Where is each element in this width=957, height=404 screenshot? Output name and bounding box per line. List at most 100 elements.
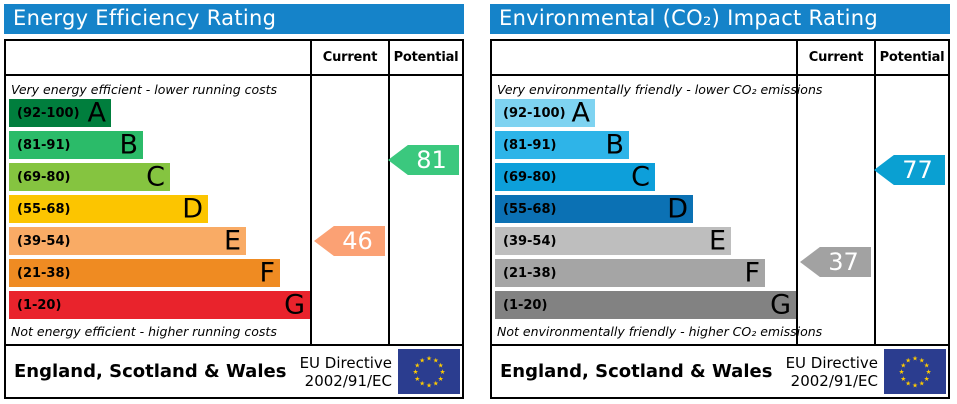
potential-rating-arrow: 77 (874, 155, 945, 185)
svg-text:★: ★ (924, 361, 930, 369)
svg-text:★: ★ (912, 382, 918, 390)
eu-flag-icon: ★ ★★ ★★★ ★★★ ★★★ (398, 349, 460, 394)
rating-band-b: (81-91) B (495, 131, 629, 159)
band-letter: A (87, 97, 106, 129)
rating-band-c: (69-80) C (9, 163, 170, 191)
current-rating-arrow: 37 (800, 247, 871, 277)
band-letter: D (667, 193, 688, 225)
top-note: Very energy efficient - lower running co… (11, 82, 278, 97)
current-column-header: Current (796, 41, 874, 76)
table-corner-cell (492, 41, 796, 76)
eu-flag-icon: ★ ★★ ★★★ ★★★ ★★★ (884, 349, 946, 394)
band-letter: D (182, 193, 203, 225)
svg-text:★: ★ (440, 368, 446, 376)
current-column: 46 (310, 76, 388, 344)
top-note: Very environmentally friendly - lower CO… (497, 82, 823, 97)
rating-band-a: (92-100) A (495, 99, 595, 127)
svg-text:★: ★ (924, 375, 930, 383)
band-range-label: (92-100) (17, 105, 80, 121)
bands-area: Very environmentally friendly - lower CO… (492, 76, 822, 344)
band-range-label: (21-38) (503, 265, 557, 281)
band-range-label: (39-54) (503, 233, 557, 249)
svg-text:★: ★ (438, 375, 444, 383)
energy-efficiency-panel: Energy Efficiency Rating Current Potenti… (4, 4, 464, 400)
environmental-impact-panel: Environmental (CO₂) Impact Rating Curren… (490, 4, 950, 400)
eu-directive-line2: 2002/91/EC (304, 371, 392, 390)
potential-rating-value: 77 (902, 156, 933, 184)
band-range-label: (55-68) (503, 201, 557, 217)
svg-text:★: ★ (433, 356, 439, 364)
svg-text:★: ★ (414, 375, 420, 383)
band-letter: F (259, 257, 275, 289)
potential-column-header: Potential (388, 41, 462, 76)
eu-directive-line1: EU Directive (785, 353, 878, 372)
band-range-label: (81-91) (17, 137, 71, 153)
band-range-label: (69-80) (503, 169, 557, 185)
band-letter: G (284, 289, 305, 321)
band-letter: B (119, 129, 138, 161)
current-rating-value: 37 (828, 248, 859, 276)
rating-table: Current Potential Very environmentally f… (490, 39, 950, 399)
band-range-label: (55-68) (17, 201, 71, 217)
svg-text:★: ★ (905, 356, 911, 364)
band-letter: E (708, 225, 726, 257)
rating-band-b: (81-91) B (9, 131, 143, 159)
rating-band-d: (55-68) D (9, 195, 208, 223)
svg-text:★: ★ (426, 355, 432, 363)
bottom-note: Not environmentally friendly - higher CO… (497, 324, 823, 339)
table-corner-cell (6, 41, 310, 76)
svg-text:★: ★ (419, 380, 425, 388)
band-range-label: (39-54) (17, 233, 71, 249)
svg-text:★: ★ (905, 380, 911, 388)
table-footer: England, Scotland & Wales EU Directive 2… (6, 344, 462, 397)
bands: (92-100) A (81-91) B (69-80) C (55-68) D (39-54)… (495, 99, 796, 323)
svg-text:★: ★ (433, 380, 439, 388)
svg-text:★: ★ (912, 355, 918, 363)
potential-column: 81 (388, 76, 462, 344)
rating-band-a: (92-100) A (9, 99, 111, 127)
band-letter: C (631, 161, 650, 193)
band-letter: E (223, 225, 241, 257)
rating-band-e: (39-54) E (495, 227, 731, 255)
bands-area: Very energy efficient - lower running co… (6, 76, 310, 344)
potential-rating-value: 81 (416, 146, 447, 174)
svg-text:★: ★ (438, 361, 444, 369)
rating-band-c: (69-80) C (495, 163, 655, 191)
bottom-note: Not energy efficient - higher running co… (11, 324, 277, 339)
svg-text:★: ★ (899, 368, 905, 376)
rating-band-g: (1-20) G (495, 291, 796, 319)
current-rating-arrow: 46 (314, 226, 385, 256)
svg-text:★: ★ (414, 361, 420, 369)
band-range-label: (81-91) (503, 137, 557, 153)
table-footer: England, Scotland & Wales EU Directive 2… (492, 344, 948, 397)
band-letter: F (744, 257, 760, 289)
svg-text:★: ★ (413, 368, 419, 376)
potential-rating-arrow: 81 (388, 145, 459, 175)
band-range-label: (1-20) (17, 297, 62, 313)
current-column: 37 (796, 76, 874, 344)
current-column-header: Current (310, 41, 388, 76)
band-letter: G (770, 289, 791, 321)
eu-directive-line1: EU Directive (299, 353, 392, 372)
band-letter: C (146, 161, 165, 193)
band-range-label: (21-38) (17, 265, 71, 281)
rating-band-g: (1-20) G (9, 291, 310, 319)
svg-text:★: ★ (919, 380, 925, 388)
band-range-label: (69-80) (17, 169, 71, 185)
rating-band-f: (21-38) F (9, 259, 280, 287)
svg-text:★: ★ (426, 382, 432, 390)
band-letter: B (605, 129, 624, 161)
region-label: England, Scotland & Wales (14, 361, 287, 382)
bands: (92-100) A (81-91) B (69-80) C (55-68) D (39-54)… (9, 99, 310, 323)
rating-band-f: (21-38) F (495, 259, 765, 287)
band-letter: A (571, 97, 590, 129)
potential-column-header: Potential (874, 41, 948, 76)
panel-title: Energy Efficiency Rating (4, 4, 464, 34)
svg-text:★: ★ (900, 361, 906, 369)
rating-band-e: (39-54) E (9, 227, 246, 255)
rating-band-d: (55-68) D (495, 195, 693, 223)
eu-directive-line2: 2002/91/EC (790, 371, 878, 390)
eu-directive-label: EU Directive 2002/91/EC (300, 354, 392, 390)
svg-text:★: ★ (419, 356, 425, 364)
